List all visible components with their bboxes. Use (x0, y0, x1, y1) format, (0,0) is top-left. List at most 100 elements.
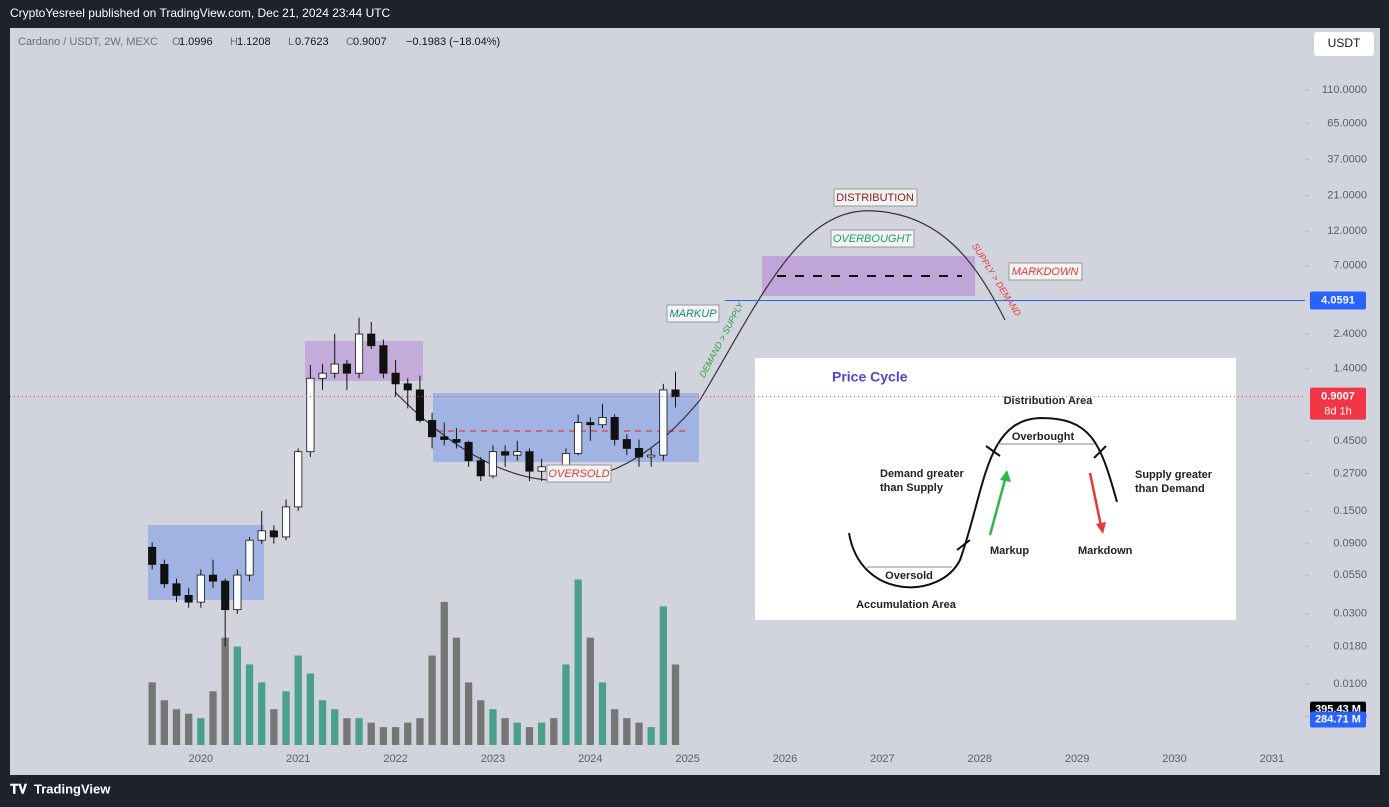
arrow-head (1096, 522, 1106, 534)
y-tick-label: 2.4000 (1333, 328, 1367, 340)
currency-button[interactable] (1314, 32, 1374, 56)
volume-bar (635, 722, 643, 745)
y-tick-label: 7.0000 (1333, 260, 1367, 272)
volume-badge-label: 284.71 M (1315, 713, 1361, 725)
volume-bar (586, 637, 594, 745)
y-tick-label: 0.0100 (1333, 678, 1367, 690)
volume-bar (343, 718, 351, 745)
volume-bar (233, 646, 242, 745)
volume-bar (598, 682, 607, 745)
inset-label: Oversold (885, 570, 933, 582)
volume-bar (185, 713, 193, 745)
x-tick-label: 2022 (383, 753, 407, 765)
volume-bar (245, 664, 254, 745)
legend-value: 0.9007 (353, 36, 387, 48)
candle-body (269, 530, 278, 538)
volume-bar (331, 709, 339, 745)
price-badge-label: 4.0591 (1321, 294, 1355, 306)
legend-value: 0.7623 (295, 36, 329, 48)
legend-change: −0.1983 (−18.04%) (406, 36, 500, 48)
volume-bar (647, 727, 655, 745)
label-box (1008, 262, 1083, 281)
candle-body (452, 439, 461, 443)
candle-body (306, 377, 315, 453)
y-tick-label: 0.0550 (1333, 569, 1367, 581)
candle-body (537, 466, 546, 472)
candle-body (525, 451, 534, 472)
candle-body (513, 451, 522, 456)
annotation: MARKDOWN (1012, 266, 1079, 278)
volume-bar (477, 700, 485, 745)
currency-label[interactable]: USDT (1328, 36, 1361, 50)
publisher: CryptoYesreel published on TradingView.c… (10, 6, 391, 20)
candle-body (403, 383, 412, 391)
inset-label: Demand greater (880, 468, 964, 480)
label-box (546, 464, 612, 483)
candle-body (379, 345, 388, 374)
candle-body (464, 441, 473, 462)
label-box (666, 304, 720, 323)
y-tick-label: 65.0000 (1327, 117, 1367, 129)
inset-label: Distribution Area (1004, 395, 1094, 407)
candle-body (574, 422, 583, 454)
volume-bar (282, 691, 290, 745)
candle-body (415, 389, 424, 421)
legend: O1.0996 H 1.1208 L 0.7623 C 0.9007 −0.1983 (−18… (172, 36, 500, 48)
label-box (833, 188, 918, 207)
volume-badge (1310, 711, 1366, 728)
x-tick-label: 2030 (1162, 753, 1186, 765)
y-tick-label: 12.0000 (1327, 225, 1367, 237)
x-tick-label: 2021 (286, 753, 310, 765)
volume-bar (537, 722, 546, 745)
inset (755, 358, 1236, 620)
arrow-head (1000, 470, 1011, 482)
footer: TradingView (34, 781, 111, 796)
candle-body (221, 580, 230, 611)
volume-bar (428, 655, 436, 745)
price-badge (1310, 387, 1366, 420)
volume-bar (452, 637, 461, 745)
candle-body (391, 372, 400, 385)
candle-body (476, 460, 485, 477)
inset-curve (848, 416, 1118, 589)
arrow (988, 475, 1008, 536)
inset-title: Price Cycle (832, 369, 908, 385)
annotation: OVERSOLD (548, 468, 609, 480)
volume-bar (172, 709, 181, 745)
x-tick-label: 2029 (1065, 753, 1089, 765)
volume-bar (659, 606, 667, 745)
volume-bar (379, 727, 388, 745)
x-tick-label: 2024 (578, 753, 602, 765)
legend-key: O (172, 36, 181, 48)
candle-body (610, 417, 619, 440)
volume-bar (501, 718, 509, 745)
candle-body (428, 420, 437, 438)
volume-bar (270, 709, 278, 745)
volume-bar (550, 718, 558, 745)
candle-body (488, 451, 497, 477)
cycle-curve (394, 210, 1006, 482)
candle-body (647, 454, 656, 458)
inset-tick (956, 539, 971, 551)
candle-body (367, 333, 376, 347)
series (148, 317, 680, 745)
x-tick-label: 2020 (189, 753, 213, 765)
y-tick-label: 0.0180 (1333, 640, 1367, 652)
candle-body (172, 583, 181, 596)
candle-body (281, 506, 291, 538)
volume-bar (440, 601, 448, 745)
volume-bar (355, 718, 363, 745)
candle-body (355, 333, 364, 374)
candle-body (622, 439, 631, 449)
volume-bar (197, 718, 205, 745)
inset-label: Markup (990, 545, 1029, 557)
x-tick-label: 2027 (870, 753, 894, 765)
volume-bar (574, 579, 582, 745)
volume-bar (306, 673, 315, 745)
inset-tick (1093, 445, 1107, 459)
y-tick-label: 0.0900 (1333, 538, 1367, 550)
inset-label: than Demand (1135, 483, 1205, 495)
candle-body (196, 574, 205, 603)
inset-label: Overbought (1012, 431, 1075, 443)
